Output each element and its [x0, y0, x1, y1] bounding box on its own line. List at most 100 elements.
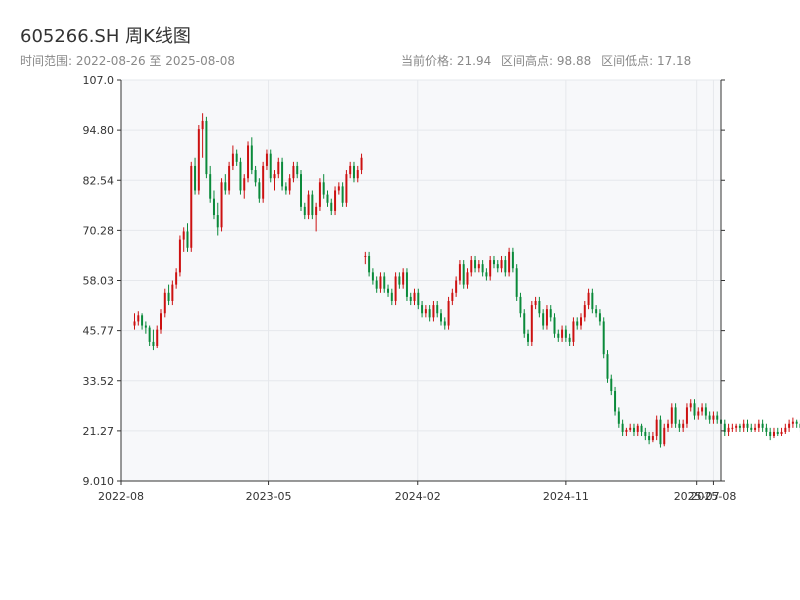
candle-body	[292, 165, 295, 179]
candle-body	[250, 145, 253, 171]
candle-body	[689, 403, 692, 408]
candle-body	[371, 272, 374, 281]
candle-body	[621, 423, 624, 432]
candle-body	[674, 407, 677, 424]
y-tick-label: 21.27	[83, 425, 115, 438]
candle-body	[667, 423, 670, 428]
candle-body	[712, 415, 715, 420]
candle-body	[390, 292, 393, 301]
candle-body	[587, 292, 590, 306]
y-tick-label: 107.0	[83, 74, 115, 87]
candle-body	[356, 170, 359, 179]
candle-body	[209, 174, 212, 199]
candle-body	[557, 333, 560, 338]
candle-body	[693, 403, 696, 416]
candle-body	[171, 284, 174, 301]
candle-body	[451, 292, 454, 301]
candle-body	[614, 391, 617, 412]
y-tick-label: 82.54	[83, 174, 115, 187]
candle-body	[334, 190, 337, 211]
candle-body	[527, 333, 530, 342]
candle-body	[663, 427, 666, 445]
candle-body	[141, 315, 144, 326]
candle-body	[239, 161, 242, 191]
candle-body	[277, 161, 280, 175]
candle-body	[583, 305, 586, 318]
candle-body	[383, 276, 386, 289]
candle-body	[765, 427, 768, 432]
candle-body	[228, 165, 231, 191]
candle-body	[133, 321, 136, 326]
time-range-label: 时间范围: 2022-08-26 至 2025-08-08	[20, 54, 235, 68]
candle-body	[489, 260, 492, 277]
candle-body	[576, 321, 579, 326]
candle-body	[345, 174, 348, 203]
candle-body	[553, 317, 556, 334]
candle-body	[784, 427, 787, 432]
candle-body	[273, 174, 276, 179]
candle-body	[462, 264, 465, 285]
candle-body	[235, 153, 238, 162]
candle-body	[284, 186, 287, 191]
candle-body	[163, 292, 166, 314]
candle-body	[568, 337, 571, 342]
candle-body	[761, 423, 764, 428]
candle-body	[772, 431, 775, 437]
candle-body	[281, 161, 284, 187]
candle-body	[368, 255, 371, 273]
candle-body	[265, 153, 268, 166]
candle-body	[610, 378, 613, 392]
candle-body	[470, 260, 473, 273]
candle-body	[455, 280, 458, 293]
candle-body	[424, 309, 427, 314]
candle-body	[262, 165, 265, 199]
candle-body	[436, 305, 439, 314]
grid-lines	[120, 79, 721, 482]
candle-body	[492, 260, 495, 265]
candle-body	[247, 145, 250, 179]
candle-body	[447, 300, 450, 326]
candle-body	[318, 182, 321, 207]
candle-body	[379, 276, 382, 289]
candle-body	[788, 423, 791, 428]
candle-body	[360, 157, 363, 171]
chart-title: 605266.SH 周K线图	[20, 26, 191, 47]
candle-body	[421, 305, 424, 314]
candle-body	[678, 423, 681, 428]
candle-body	[322, 182, 325, 195]
x-tick-label: 2025-08	[690, 490, 736, 503]
candle-body	[405, 272, 408, 297]
candle-body	[716, 415, 719, 420]
candle-body	[243, 178, 246, 191]
candle-body	[648, 436, 651, 441]
candle-body	[561, 329, 564, 338]
candle-body	[534, 300, 537, 306]
candle-body	[201, 120, 204, 130]
candle-body	[723, 423, 726, 432]
candle-body	[224, 182, 227, 191]
candle-body	[670, 407, 673, 424]
candle-body	[296, 165, 299, 175]
candle-body	[197, 129, 200, 191]
x-tick-label: 2024-11	[543, 490, 589, 503]
period-low-stat: 区间低点: 17.18	[601, 54, 692, 68]
candle-body	[413, 292, 416, 301]
y-tick-label: 58.03	[83, 275, 115, 288]
candle-body	[349, 165, 352, 175]
candle-body	[659, 419, 662, 445]
candle-body	[742, 423, 745, 428]
candle-body	[178, 239, 181, 273]
candle-body	[542, 313, 545, 326]
candle-body	[776, 431, 779, 434]
candle-body	[387, 288, 390, 293]
candle-body	[148, 327, 151, 342]
candle-body	[795, 421, 798, 424]
candle-body	[545, 309, 548, 326]
candle-body	[636, 425, 639, 432]
candle-body	[137, 315, 140, 322]
candle-body	[515, 268, 518, 297]
y-tick-label: 94.80	[83, 124, 115, 137]
x-tick-label: 2024-02	[395, 490, 441, 503]
candle-body	[519, 296, 522, 314]
